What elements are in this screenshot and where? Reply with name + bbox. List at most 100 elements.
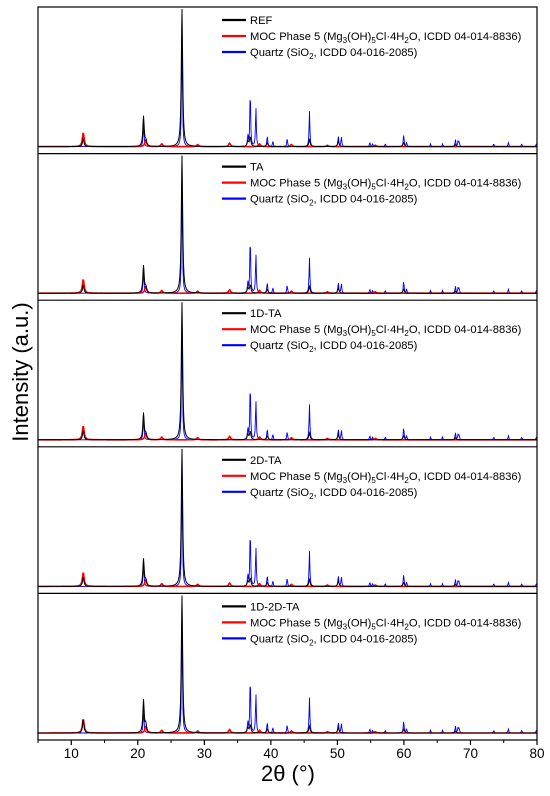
legend-box <box>218 11 534 61</box>
x-tick-label: 70 <box>463 746 478 761</box>
x-tick-label: 80 <box>529 746 544 761</box>
legend-subscript: 5 <box>371 183 376 192</box>
legend-label-quartz: Quartz (SiO2, ICDD 04-016-2085) <box>250 47 418 61</box>
x-tick-label: 10 <box>64 746 79 761</box>
legend-text-part: MOC Phase 5 (Mg <box>250 324 343 336</box>
x-tick-label: 60 <box>396 746 411 761</box>
legend-subscript: 2 <box>404 183 409 192</box>
x-axis-label: 2θ (°) <box>261 761 315 786</box>
legend-text-part: , ICDD 04-016-2085) <box>314 487 418 499</box>
legend-subscript: 3 <box>343 476 348 485</box>
y-axis-label: Intensity (a.u.) <box>8 302 33 441</box>
legend-text-part: , ICDD 04-016-2085) <box>314 47 418 59</box>
legend-box <box>218 157 534 208</box>
legend-subscript: 2 <box>309 52 314 61</box>
legend-box <box>218 597 534 648</box>
legend-subscript: 5 <box>371 36 376 45</box>
legend-label-quartz: Quartz (SiO2, ICDD 04-016-2085) <box>250 194 418 208</box>
legend-text-part: (OH) <box>347 324 372 336</box>
x-tick-label: 40 <box>263 746 278 761</box>
legend-subscript: 5 <box>371 622 376 631</box>
legend-subscript: 2 <box>309 492 314 501</box>
legend-label-moc: MOC Phase 5 (Mg3(OH)5Cl·4H2O, ICDD 04-01… <box>250 617 522 631</box>
legend-label-moc: MOC Phase 5 (Mg3(OH)5Cl·4H2O, ICDD 04-01… <box>250 471 522 485</box>
legend-label-sample: REF <box>250 15 273 27</box>
legend-text-part: O, ICDD 04-014-8836) <box>409 31 522 43</box>
sample-trace-1d-ta <box>37 302 537 441</box>
x-axis: 10 20 30 40 50 60 70 80 <box>37 740 545 761</box>
legend-text-part: Cl·4H <box>376 471 405 483</box>
legend-subscript: 2 <box>404 36 409 45</box>
legend-text-part: Quartz (SiO <box>250 340 309 352</box>
legend-text-part: , ICDD 04-016-2085) <box>314 340 418 352</box>
legend-subscript: 3 <box>343 622 348 631</box>
legend-box <box>218 304 534 355</box>
legend-subscript: 3 <box>343 36 348 45</box>
legend-label-moc: MOC Phase 5 (Mg3(OH)5Cl·4H2O, ICDD 04-01… <box>250 178 522 192</box>
x-axis-label-main: 2θ <box>261 761 285 786</box>
legend-subscript: 2 <box>404 329 409 338</box>
legend-text-part: Quartz (SiO <box>250 633 309 645</box>
legend-box <box>218 450 534 501</box>
legend-text-part: , ICDD 04-016-2085) <box>314 194 418 206</box>
legend-text-part: Cl·4H <box>376 617 405 629</box>
legend-label-quartz: Quartz (SiO2, ICDD 04-016-2085) <box>250 633 418 647</box>
legend-label-quartz: Quartz (SiO2, ICDD 04-016-2085) <box>250 487 418 501</box>
legend-text-part: MOC Phase 5 (Mg <box>250 178 343 190</box>
legend-subscript: 3 <box>343 329 348 338</box>
legend-text-part: O, ICDD 04-014-8836) <box>409 617 522 629</box>
legend-text-part: MOC Phase 5 (Mg <box>250 471 343 483</box>
legend-label-sample: 1D-TA <box>250 308 282 320</box>
legend-label-sample: 1D-2D-TA <box>250 601 300 613</box>
legend-text-part: (OH) <box>347 31 372 43</box>
legend-label-sample: TA <box>250 162 264 174</box>
legend-subscript: 2 <box>309 199 314 208</box>
sample-trace-ta <box>37 155 537 294</box>
legend-text-part: Quartz (SiO <box>250 194 309 206</box>
legend-subscript: 3 <box>343 183 348 192</box>
sample-trace-1d-2d-ta <box>37 595 537 734</box>
legend-label-quartz: Quartz (SiO2, ICDD 04-016-2085) <box>250 340 418 354</box>
legend-text-part: O, ICDD 04-014-8836) <box>409 324 522 336</box>
sample-trace-ref <box>37 9 537 148</box>
legend-label-moc: MOC Phase 5 (Mg3(OH)5Cl·4H2O, ICDD 04-01… <box>250 31 522 45</box>
legend-text-part: Quartz (SiO <box>250 47 309 59</box>
legend-text-part: Quartz (SiO <box>250 487 309 499</box>
legend-text-part: (OH) <box>347 471 372 483</box>
legend-text-part: MOC Phase 5 (Mg <box>250 617 343 629</box>
x-axis-label-unit: (°) <box>292 761 315 786</box>
legend-text-part: Cl·4H <box>376 31 405 43</box>
legend-text-part: Cl·4H <box>376 178 405 190</box>
legend-text-part: O, ICDD 04-014-8836) <box>409 471 522 483</box>
legend-subscript: 2 <box>404 476 409 485</box>
legend-text-part: (OH) <box>347 617 372 629</box>
legend-subscript: 2 <box>309 345 314 354</box>
x-tick-label: 30 <box>197 746 212 761</box>
legend-subscript: 5 <box>371 329 376 338</box>
legend-text-part: (OH) <box>347 178 372 190</box>
legend-text-part: , ICDD 04-016-2085) <box>314 633 418 645</box>
plot-frame <box>37 6 538 741</box>
sample-trace-2d-ta <box>37 448 537 587</box>
legend-text-part: Cl·4H <box>376 324 405 336</box>
legend-text-part: O, ICDD 04-014-8836) <box>409 178 522 190</box>
legend-subscript: 2 <box>404 622 409 631</box>
legend-subscript: 5 <box>371 476 376 485</box>
legend-subscript: 2 <box>309 638 314 647</box>
legend-text-part: MOC Phase 5 (Mg <box>250 31 343 43</box>
x-tick-label: 20 <box>130 746 145 761</box>
legend-label-sample: 2D-TA <box>250 455 282 467</box>
legend-label-moc: MOC Phase 5 (Mg3(OH)5Cl·4H2O, ICDD 04-01… <box>250 324 522 338</box>
